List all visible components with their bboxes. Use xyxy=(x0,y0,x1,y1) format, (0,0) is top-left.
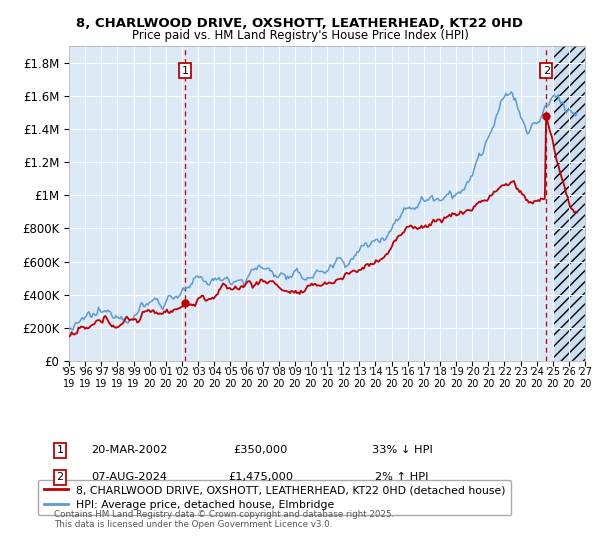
Text: 20-MAR-2002: 20-MAR-2002 xyxy=(91,445,167,455)
Text: 1: 1 xyxy=(182,66,189,76)
Bar xyxy=(553,46,585,361)
Text: 2: 2 xyxy=(543,66,550,76)
Text: Contains HM Land Registry data © Crown copyright and database right 2025.
This d: Contains HM Land Registry data © Crown c… xyxy=(54,510,394,529)
Legend: 8, CHARLWOOD DRIVE, OXSHOTT, LEATHERHEAD, KT22 0HD (detached house), HPI: Averag: 8, CHARLWOOD DRIVE, OXSHOTT, LEATHERHEAD… xyxy=(38,480,511,515)
Text: £1,475,000: £1,475,000 xyxy=(229,472,293,482)
Text: £350,000: £350,000 xyxy=(234,445,288,455)
Text: 8, CHARLWOOD DRIVE, OXSHOTT, LEATHERHEAD, KT22 0HD: 8, CHARLWOOD DRIVE, OXSHOTT, LEATHERHEAD… xyxy=(77,17,523,30)
Text: 1: 1 xyxy=(56,445,64,455)
Text: 07-AUG-2024: 07-AUG-2024 xyxy=(91,472,167,482)
Text: 2: 2 xyxy=(56,472,64,482)
Text: 33% ↓ HPI: 33% ↓ HPI xyxy=(371,445,433,455)
Text: 2% ↑ HPI: 2% ↑ HPI xyxy=(375,472,429,482)
Text: Price paid vs. HM Land Registry's House Price Index (HPI): Price paid vs. HM Land Registry's House … xyxy=(131,29,469,42)
